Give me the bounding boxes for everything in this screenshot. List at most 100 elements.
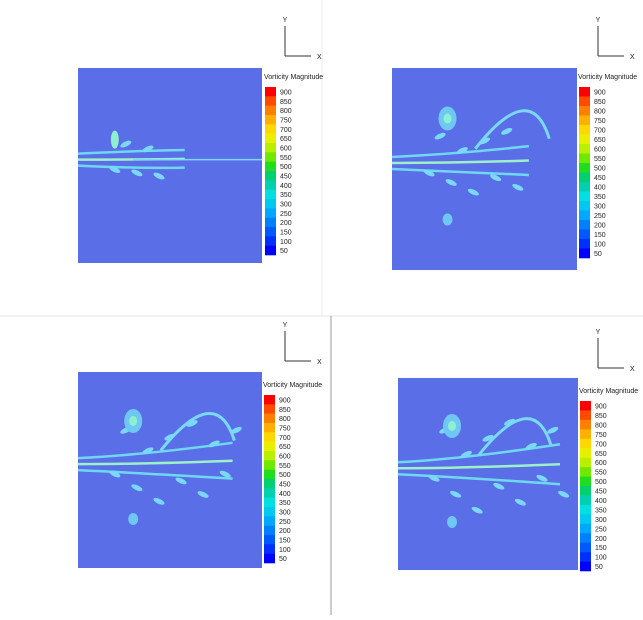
legend-swatch — [264, 432, 275, 442]
vortex-core — [129, 416, 137, 426]
legend-level: 400 — [595, 498, 607, 505]
legend-level: 150 — [594, 232, 606, 239]
legend-swatch — [580, 458, 591, 468]
legend-level: 450 — [595, 489, 607, 496]
legend-swatch — [265, 96, 276, 106]
legend-level: 350 — [279, 500, 291, 507]
legend-level: 850 — [280, 99, 292, 106]
legend-swatch — [264, 488, 275, 498]
legend-swatch — [265, 190, 276, 200]
legend-swatch — [580, 524, 591, 534]
legend-level: 500 — [280, 164, 292, 171]
legend-level: 350 — [595, 507, 607, 514]
legend-swatch — [264, 423, 275, 433]
legend-level: 700 — [279, 435, 291, 442]
legend-swatch — [265, 180, 276, 190]
legend-swatch — [264, 479, 275, 489]
legend-swatch — [579, 220, 590, 230]
legend-swatch — [579, 87, 590, 97]
figure: YXVorticity Magnitude9008508007507006506… — [0, 0, 643, 615]
legend-swatch — [580, 439, 591, 449]
legend-title: Vorticity Magnitude — [578, 74, 637, 81]
legend-level: 50 — [280, 248, 288, 255]
legend-swatch — [264, 507, 275, 517]
legend-level: 900 — [594, 90, 606, 97]
legend-swatch — [265, 208, 276, 218]
legend-level: 750 — [595, 432, 607, 439]
legend-swatch — [265, 134, 276, 144]
legend-level: 200 — [595, 536, 607, 543]
legend-level: 200 — [279, 528, 291, 535]
legend-swatch — [580, 477, 591, 487]
legend-level: 450 — [279, 482, 291, 489]
legend-swatch — [579, 211, 590, 221]
legend-swatch — [265, 162, 276, 172]
legend-swatch — [264, 404, 275, 414]
legend-swatch — [580, 495, 591, 505]
legend-level: 650 — [595, 451, 607, 458]
legend-level: 300 — [280, 202, 292, 209]
legend-level: 700 — [595, 441, 607, 448]
legend-level: 650 — [594, 137, 606, 144]
legend-swatch — [265, 87, 276, 97]
legend-swatch — [580, 533, 591, 543]
legend-level: 600 — [594, 147, 606, 154]
legend-swatch — [579, 154, 590, 164]
legend-swatch — [265, 124, 276, 134]
legend-level: 200 — [280, 220, 292, 227]
legend-level: 850 — [595, 413, 607, 420]
legend-swatch — [265, 218, 276, 228]
legend-swatch — [264, 414, 275, 424]
legend-swatch — [579, 230, 590, 240]
legend-level: 350 — [280, 192, 292, 199]
legend-swatch — [264, 526, 275, 536]
legend-swatch — [580, 562, 591, 572]
legend-level: 250 — [594, 213, 606, 220]
legend-level: 450 — [594, 175, 606, 182]
legend-level: 800 — [279, 416, 291, 423]
legend-swatch — [265, 143, 276, 153]
legend-level: 700 — [280, 127, 292, 134]
legend-level: 700 — [594, 128, 606, 135]
legend-level: 50 — [594, 251, 602, 258]
legend-level: 300 — [594, 204, 606, 211]
legend-level: 250 — [279, 519, 291, 526]
legend-swatch — [264, 470, 275, 480]
legend-level: 150 — [279, 538, 291, 545]
legend-swatch — [580, 420, 591, 430]
legend-level: 100 — [279, 547, 291, 554]
legend-swatch — [579, 192, 590, 202]
legend-swatch — [264, 516, 275, 526]
legend-title: Vorticity Magnitude — [579, 388, 638, 395]
legend-swatch — [580, 401, 591, 411]
legend-swatch — [264, 460, 275, 470]
legend-level: 100 — [280, 239, 292, 246]
legend-swatch — [579, 144, 590, 154]
legend-level: 900 — [595, 404, 607, 411]
legend-level: 850 — [279, 407, 291, 414]
legend-swatch — [265, 106, 276, 116]
legend-level: 550 — [594, 156, 606, 163]
legend-level: 50 — [279, 556, 287, 563]
legend-swatch — [265, 199, 276, 209]
legend-level: 550 — [279, 463, 291, 470]
legend-level: 600 — [595, 460, 607, 467]
legend-swatch — [265, 115, 276, 125]
axis-label: X — [630, 366, 635, 373]
legend-level: 800 — [594, 109, 606, 116]
legend-level: 250 — [595, 526, 607, 533]
legend-swatch — [579, 163, 590, 173]
legend-level: 400 — [280, 183, 292, 190]
legend-title: Vorticity Magnitude — [264, 74, 323, 81]
axis-label: X — [317, 359, 322, 366]
legend-level: 100 — [594, 242, 606, 249]
legend-swatch — [580, 429, 591, 439]
legend-swatch — [579, 116, 590, 126]
legend-swatch — [579, 97, 590, 107]
legend-level: 400 — [279, 491, 291, 498]
legend-level: 650 — [279, 444, 291, 451]
legend-swatch — [265, 246, 276, 256]
legend-swatch — [579, 125, 590, 135]
legend-level: 500 — [595, 479, 607, 486]
legend-level: 750 — [280, 118, 292, 125]
